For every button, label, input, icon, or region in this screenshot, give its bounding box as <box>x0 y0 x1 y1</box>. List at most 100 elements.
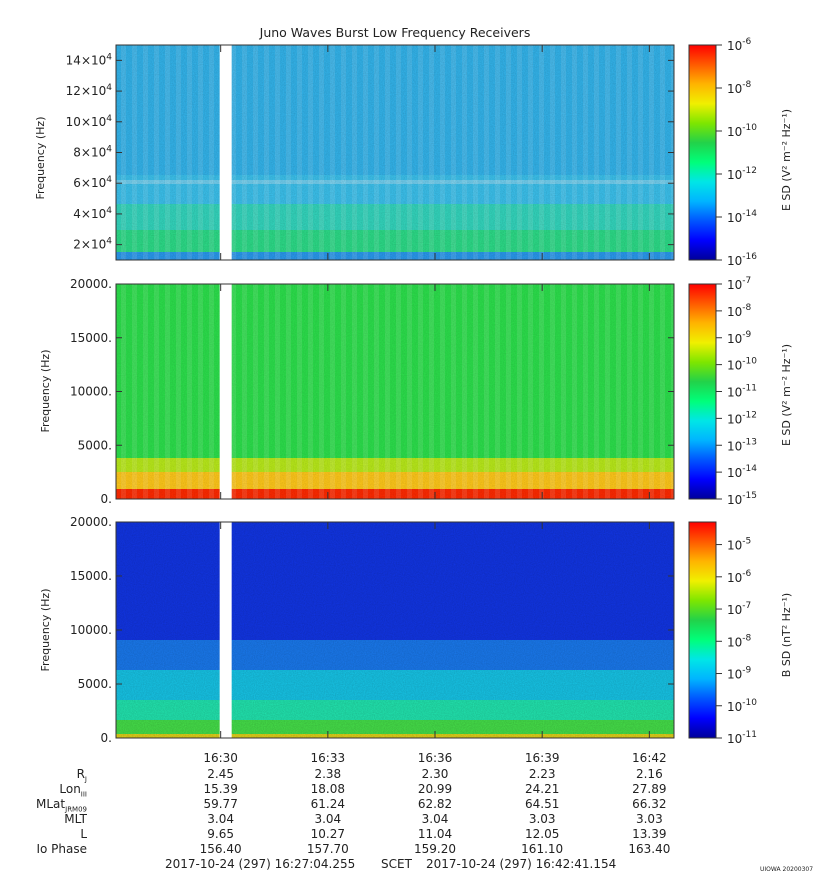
colorbar-tick-label: 10-5 <box>727 537 751 553</box>
ephemeris-value: 2.23 <box>528 767 556 781</box>
y-tick-label: 0. <box>101 731 112 745</box>
ephemeris-value: 3.04 <box>314 812 342 826</box>
ephemeris-label: RJ <box>76 767 87 784</box>
ephemeris-value: 20.99 <box>417 782 453 796</box>
panel-1-colorbar <box>688 44 717 261</box>
ephemeris-value: 2.45 <box>207 767 235 781</box>
panel-3-colorbar <box>688 521 717 739</box>
ephemeris-value: 3.04 <box>207 812 235 826</box>
y-tick-label: 8×104 <box>73 145 112 160</box>
ephemeris-value: 2.16 <box>635 767 663 781</box>
colorbar-tick-label: 10-10 <box>727 123 757 139</box>
y-tick-label: 10000. <box>70 385 112 399</box>
footer-end-time: 2017-10-24 (297) 16:42:41.154 <box>426 857 617 871</box>
panel-2-data-gap <box>219 284 232 499</box>
ephemeris-value: 159.20 <box>414 842 456 856</box>
ephemeris-value: 24.21 <box>524 782 560 796</box>
y-tick-label: 15000. <box>70 569 112 583</box>
ephemeris-value: 2.38 <box>314 767 342 781</box>
colorbar-tick-label: 10-12 <box>727 166 757 182</box>
x-time-ticks: 16:30 16:33 16:36 16:39 16:42 <box>203 751 666 765</box>
panel-2-ylabel: Frequency (Hz) <box>39 350 52 433</box>
x-tick-label: 16:33 <box>311 751 346 765</box>
ephemeris-value: 11.04 <box>417 827 453 841</box>
colorbar-tick-label: 10-10 <box>727 357 757 373</box>
panel-3-colorbar-ticks: 10-5 10-6 10-7 10-8 10-9 10-10 10-11 <box>716 537 757 746</box>
ephemeris-value: 10.27 <box>310 827 345 841</box>
y-tick-label: 12×104 <box>66 83 113 98</box>
x-tick-label: 16:42 <box>632 751 667 765</box>
y-tick-label: 2×104 <box>73 237 112 252</box>
ephemeris-value: 61.24 <box>310 797 345 811</box>
panel-1: 2×104 4×104 6×104 8×104 10×104 12×104 14×104 F… <box>34 37 793 268</box>
ephemeris-value: 62.82 <box>417 797 453 811</box>
ephemeris-value: 3.03 <box>635 812 663 826</box>
colorbar-tick-label: 10-12 <box>727 410 757 426</box>
ephemeris-value: 156.40 <box>199 842 242 856</box>
y-tick-label: 20000. <box>70 515 112 529</box>
y-tick-label: 10000. <box>70 623 112 637</box>
colorbar-tick-label: 10-14 <box>727 209 757 225</box>
panel-2-colorbar-ticks: 10-7 10-8 10-9 10-10 10-11 10-12 10-13 10-14 10-… <box>716 276 757 507</box>
y-tick-label: 4×104 <box>73 206 112 221</box>
footer-stamp: UIOWA 20200307 <box>760 866 814 873</box>
panel-2-colorbar <box>688 283 717 500</box>
colorbar-tick-label: 10-8 <box>727 80 752 96</box>
panel-1-ylabel: Frequency (Hz) <box>34 117 47 200</box>
panel-1-y-ticks: 2×104 4×104 6×104 8×104 10×104 12×104 14×104 <box>66 45 674 260</box>
colorbar-tick-label: 10-10 <box>727 698 757 714</box>
colorbar-tick-label: 10-9 <box>727 330 752 346</box>
footer-start-time: 2017-10-24 (297) 16:27:04.255 <box>165 857 356 871</box>
x-tick-label: 16:39 <box>525 751 560 765</box>
panel-3: 0. 5000. 10000. 15000. 20000. Frequency (Hz)… <box>39 515 793 746</box>
ephemeris-value: 163.40 <box>628 842 671 856</box>
panel-2-y-ticks: 0. 5000. 10000. 15000. 20000. <box>70 277 674 506</box>
panel-1-colorbar-label: E SD (V² m⁻² Hz⁻¹) <box>780 109 793 211</box>
ephemeris-label: L <box>80 827 87 841</box>
x-tick-label: 16:36 <box>418 751 453 765</box>
ephemeris-value: 15.39 <box>203 782 238 796</box>
ephemeris-value: 3.03 <box>528 812 556 826</box>
y-tick-label: 6×104 <box>73 175 112 190</box>
panel-3-y-ticks: 0. 5000. 10000. 15000. 20000. <box>70 515 674 745</box>
colorbar-tick-label: 10-11 <box>727 730 757 746</box>
ephemeris-label: LonIII <box>59 782 87 799</box>
colorbar-tick-label: 10-11 <box>727 384 757 400</box>
ephemeris-value: 27.89 <box>632 782 667 796</box>
ephemeris-value: 18.08 <box>310 782 345 796</box>
colorbar-tick-label: 10-9 <box>727 666 752 682</box>
ephemeris-value: 161.10 <box>521 842 564 856</box>
ephemeris-value: 157.70 <box>306 842 349 856</box>
y-tick-label: 14×104 <box>66 52 113 67</box>
ephemeris-value: 13.39 <box>632 827 667 841</box>
y-tick-label: 20000. <box>70 277 112 291</box>
panel-2: 0. 5000. 10000. 15000. 20000. Frequency (Hz)… <box>39 276 793 507</box>
footer-scet: SCET <box>381 857 412 871</box>
ephemeris-label: MLatJRM09 <box>36 797 87 814</box>
colorbar-tick-label: 10-7 <box>727 276 751 292</box>
panel-3-colorbar-label: B SD (nT² Hz⁻¹) <box>780 593 793 677</box>
ephemeris-value: 59.77 <box>203 797 238 811</box>
colorbar-tick-label: 10-7 <box>727 601 751 617</box>
panel-3-data-gap <box>219 522 232 738</box>
ephemeris-value: 64.51 <box>524 797 560 811</box>
ephemeris-value: 3.04 <box>421 812 449 826</box>
ephemeris-value: 2.30 <box>421 767 449 781</box>
chart-title: Juno Waves Burst Low Frequency Receivers <box>259 25 531 40</box>
colorbar-tick-label: 10-6 <box>727 37 752 53</box>
colorbar-tick-label: 10-13 <box>727 437 757 453</box>
colorbar-tick-label: 10-6 <box>727 569 752 585</box>
x-tick-label: 16:30 <box>203 751 238 765</box>
ephemeris-value: 9.65 <box>207 827 235 841</box>
y-tick-label: 10×104 <box>66 114 113 129</box>
panel-3-ylabel: Frequency (Hz) <box>39 589 52 672</box>
colorbar-tick-label: 10-16 <box>727 252 757 268</box>
colorbar-tick-label: 10-14 <box>727 464 757 480</box>
ephemeris-label: MLT <box>64 812 87 826</box>
y-tick-label: 5000. <box>78 677 112 691</box>
ephemeris-label: Io Phase <box>36 842 87 856</box>
panel-2-colorbar-label: E SD (V² m⁻² Hz⁻¹) <box>780 344 793 446</box>
y-tick-label: 0. <box>101 492 112 506</box>
colorbar-tick-label: 10-8 <box>727 303 752 319</box>
